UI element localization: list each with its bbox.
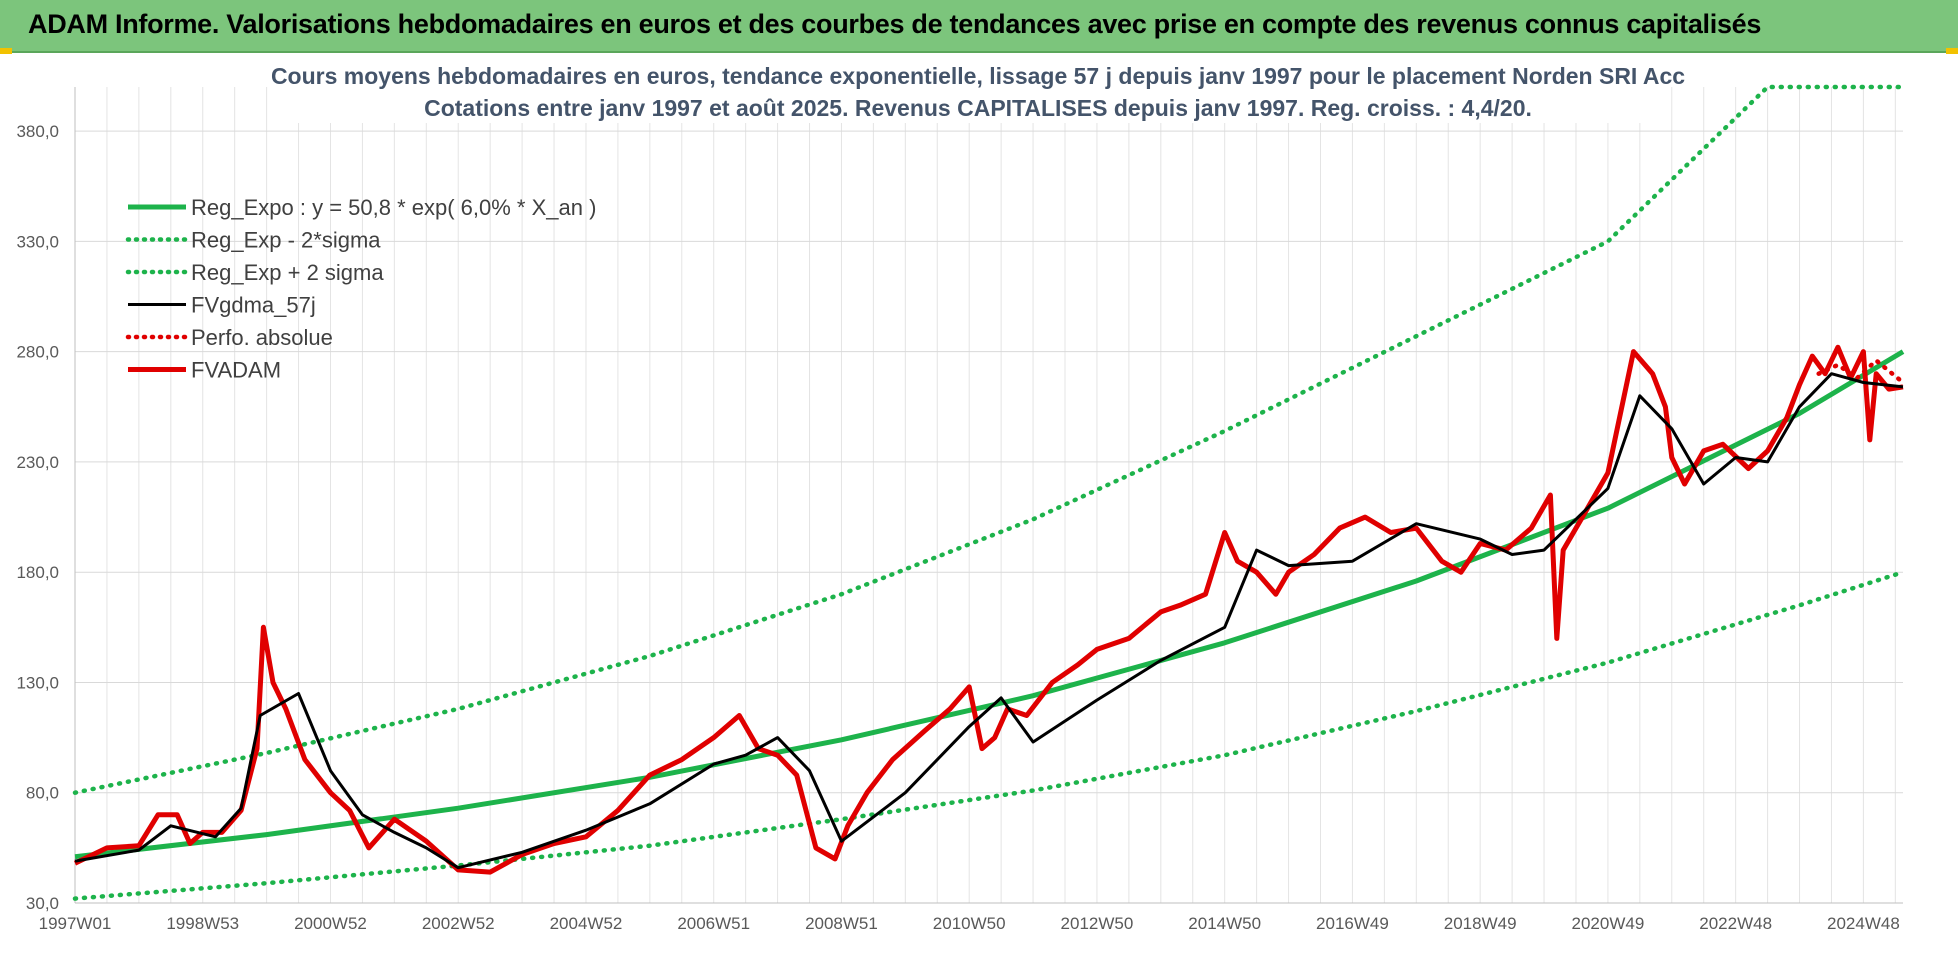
- series-line-3: [74, 372, 1904, 870]
- x-tick-label: 2006W51: [677, 914, 750, 933]
- title-backdrop: [290, 57, 1670, 123]
- y-tick-label: 80,0: [26, 784, 59, 803]
- y-tick-label: 130,0: [16, 673, 59, 692]
- legend-label: Reg_Expo : y = 50,8 * exp( 6,0% * X_an ): [191, 195, 596, 220]
- x-tick-label: 2004W52: [550, 914, 623, 933]
- x-tick-label: 2002W52: [422, 914, 495, 933]
- legend: Reg_Expo : y = 50,8 * exp( 6,0% * X_an )…: [125, 195, 596, 383]
- legend-label: Perfo. absolue: [191, 325, 333, 350]
- series-group: [72, 84, 1906, 901]
- y-tick-label: 230,0: [16, 453, 59, 472]
- title-bar: ADAM Informe. Valorisations hebdomadaire…: [0, 0, 1958, 53]
- x-tick-label: 2000W52: [294, 914, 367, 933]
- chart-background: [0, 55, 1958, 978]
- header-title: ADAM Informe. Valorisations hebdomadaire…: [28, 9, 1762, 39]
- legend-label: Reg_Exp + 2 sigma: [191, 260, 384, 285]
- legend-label: FVgdma_57j: [191, 293, 316, 318]
- x-tick-label: 1998W53: [166, 914, 239, 933]
- series-line-5: [73, 344, 1904, 875]
- y-tick-label: 380,0: [16, 122, 59, 141]
- y-tick-label: 30,0: [26, 894, 59, 913]
- y-axis: 30,0 80,0 130,0 180,0 230,0 280,0 330,0 380,0: [16, 122, 59, 913]
- x-tick-label: 2018W49: [1444, 914, 1517, 933]
- x-tick-label: 2012W50: [1061, 914, 1134, 933]
- chart-title: Cours moyens hebdomadaires en euros, ten…: [271, 63, 1685, 89]
- x-tick-label: 2024W48: [1827, 914, 1900, 933]
- series-line-4: [1816, 358, 1906, 385]
- x-tick-label: 1997W01: [39, 914, 112, 933]
- chart-svg: 30,0 80,0 130,0 180,0 230,0 280,0 330,0 380,0 1…: [0, 55, 1958, 978]
- chart-subtitle: Cotations entre janv 1997 et août 2025. …: [424, 95, 1532, 121]
- x-tick-label: 2010W50: [933, 914, 1006, 933]
- grid: [74, 87, 1903, 904]
- corner-mark: [0, 48, 12, 54]
- y-tick-label: 330,0: [16, 232, 59, 251]
- series-line-1: [72, 569, 1906, 901]
- x-tick-label: 2014W50: [1188, 914, 1261, 933]
- legend-label: Reg_Exp - 2*sigma: [191, 228, 381, 253]
- x-axis: 1997W01 1998W53 2000W52 2002W52 2004W52 2006W…: [39, 914, 1900, 933]
- legend-label: FVADAM: [191, 358, 281, 383]
- x-tick-label: 2020W49: [1572, 914, 1645, 933]
- x-tick-label: 2016W49: [1316, 914, 1389, 933]
- y-tick-label: 180,0: [16, 563, 59, 582]
- x-tick-label: 2008W51: [805, 914, 878, 933]
- y-tick-label: 280,0: [16, 343, 59, 362]
- series-line-2: [72, 84, 1906, 795]
- corner-mark: [1946, 48, 1958, 54]
- x-tick-label: 2022W48: [1699, 914, 1772, 933]
